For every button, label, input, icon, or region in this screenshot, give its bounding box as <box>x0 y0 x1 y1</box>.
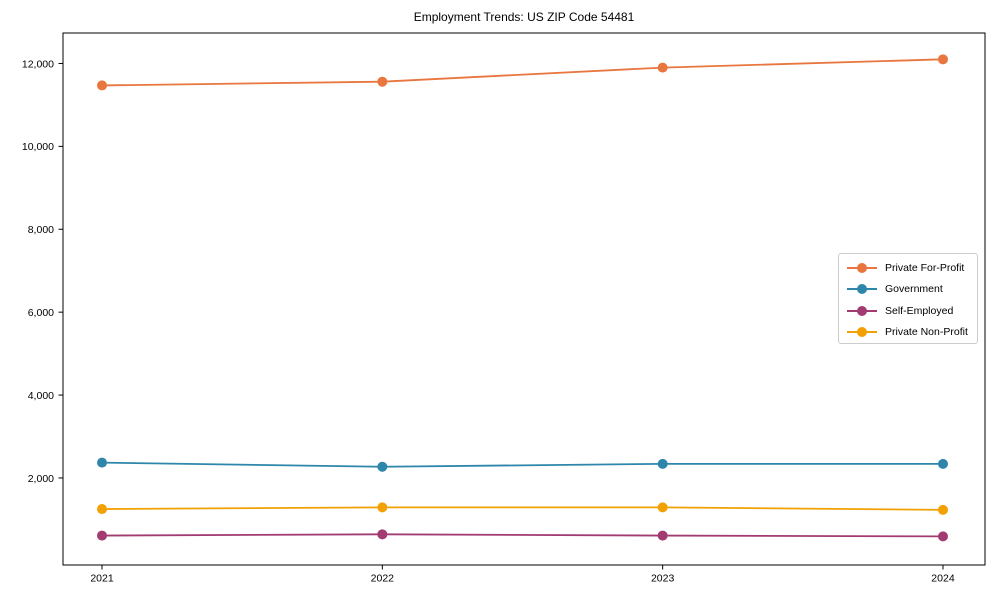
data-point-private-for-profit-2024 <box>937 54 948 65</box>
data-point-government-2021 <box>97 457 107 468</box>
legend-marker-icon <box>857 305 867 316</box>
series-line-private-for-profit <box>101 58 944 87</box>
legend-line-sample-self-employed <box>847 305 877 316</box>
x-tick-label: 2022 <box>371 573 395 585</box>
series-line-government <box>101 461 943 468</box>
y-tick-label: 2,000 <box>28 473 54 485</box>
y-tick-label: 6,000 <box>28 307 54 319</box>
legend-line-sample-private-non-profit <box>847 327 877 338</box>
data-point-private-for-profit-2021 <box>97 80 107 91</box>
axes-frame <box>62 32 986 566</box>
y-tick-label: 8,000 <box>28 224 54 236</box>
legend-marker-icon <box>857 284 867 295</box>
legend-line-sample-government <box>847 284 877 295</box>
legend: Private For-Profit Government Self-Employe… <box>838 253 978 344</box>
data-point-government-2023 <box>657 458 668 469</box>
data-point-government-2022 <box>377 461 388 472</box>
series-line-self-employed <box>101 533 943 538</box>
data-point-private-non-profit-2022 <box>377 502 388 513</box>
data-point-self-employed-2022 <box>377 529 388 540</box>
data-point-private-for-profit-2023 <box>657 62 668 73</box>
legend-line-sample-private-for-profit <box>847 262 877 273</box>
legend-marker-icon <box>857 327 867 338</box>
data-point-private-non-profit-2021 <box>97 504 107 515</box>
x-tick-label: 2024 <box>931 573 955 585</box>
legend-label-government: Government <box>885 283 943 296</box>
data-point-self-employed-2024 <box>937 531 948 542</box>
data-point-self-employed-2021 <box>97 530 107 541</box>
data-point-private-non-profit-2024 <box>937 504 948 515</box>
x-tick-label: 2021 <box>90 573 114 585</box>
y-tick-label: 10,000 <box>22 141 54 153</box>
x-tick-label: 2023 <box>651 573 675 585</box>
legend-item-private-for-profit: Private For-Profit <box>847 257 977 279</box>
data-point-self-employed-2023 <box>657 530 668 541</box>
legend-label-private-for-profit: Private For-Profit <box>885 261 965 274</box>
legend-item-self-employed: Self-Employed <box>847 300 977 322</box>
legend-label-private-non-profit: Private Non-Profit <box>885 326 968 339</box>
legend-label-self-employed: Self-Employed <box>885 304 954 317</box>
data-point-private-non-profit-2023 <box>657 502 668 513</box>
y-tick-label: 4,000 <box>28 390 54 402</box>
series-line-private-non-profit <box>101 506 943 511</box>
y-tick-label: 12,000 <box>22 58 54 70</box>
chart-title: Employment Trends: US ZIP Code 54481 <box>413 10 635 24</box>
legend-marker-icon <box>857 262 867 273</box>
legend-item-government: Government <box>847 279 977 301</box>
legend-item-private-non-profit: Private Non-Profit <box>847 322 977 344</box>
data-point-government-2024 <box>937 458 948 469</box>
data-point-private-for-profit-2022 <box>377 76 388 87</box>
